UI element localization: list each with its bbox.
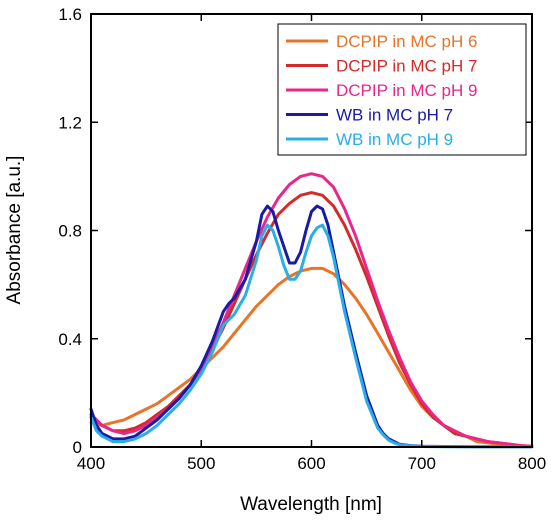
legend: DCPIP in MC pH 6 DCPIP in MC pH 7 DCPIP in… xyxy=(278,24,526,155)
legend-label-dcpip-in-mc-ph-7: DCPIP in MC pH 7 xyxy=(336,57,477,76)
legend-label-wb-in-mc-ph-7: WB in MC pH 7 xyxy=(336,106,453,125)
y-tick-label: 1.6 xyxy=(58,5,82,24)
y-axis-label: Absorbance [a.u.] xyxy=(4,156,25,305)
series-line-dcpip-in-mc-ph-7 xyxy=(91,193,532,447)
legend-label-dcpip-in-mc-ph-6: DCPIP in MC pH 6 xyxy=(336,32,477,51)
plot-lines xyxy=(91,174,532,447)
y-tick-label: 0.8 xyxy=(58,222,82,241)
y-tick-label: 1.2 xyxy=(58,113,82,132)
x-tick-label: 700 xyxy=(408,454,436,473)
y-tick-label: 0 xyxy=(73,438,82,457)
y-tick-label: 0.4 xyxy=(58,330,82,349)
legend-label-dcpip-in-mc-ph-9: DCPIP in MC pH 9 xyxy=(336,81,477,100)
x-axis-label: Wavelength [nm] xyxy=(240,494,382,515)
legend-label-wb-in-mc-ph-9: WB in MC pH 9 xyxy=(336,130,453,149)
series-line-wb-in-mc-ph-7 xyxy=(91,206,532,447)
x-tick-label: 800 xyxy=(518,454,546,473)
x-tick-label: 600 xyxy=(297,454,325,473)
x-tick-label: 500 xyxy=(187,454,215,473)
